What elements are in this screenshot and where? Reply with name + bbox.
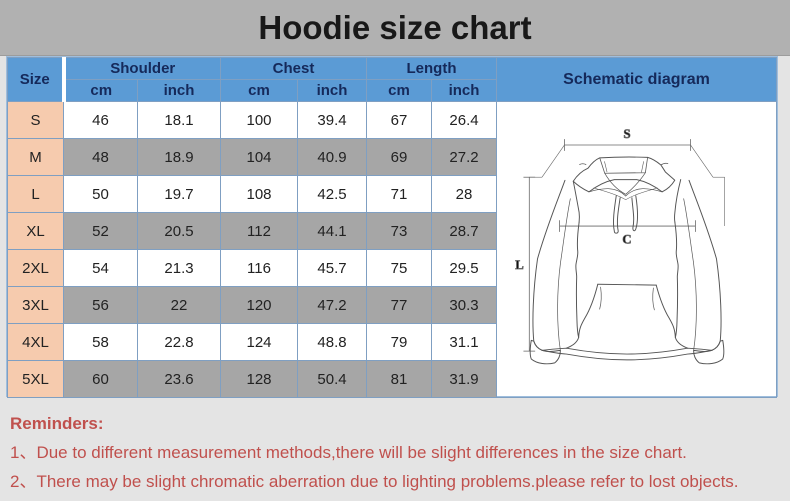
svg-text:C: C <box>622 233 631 247</box>
svg-text:L: L <box>515 258 523 272</box>
svg-text:S: S <box>623 127 630 141</box>
